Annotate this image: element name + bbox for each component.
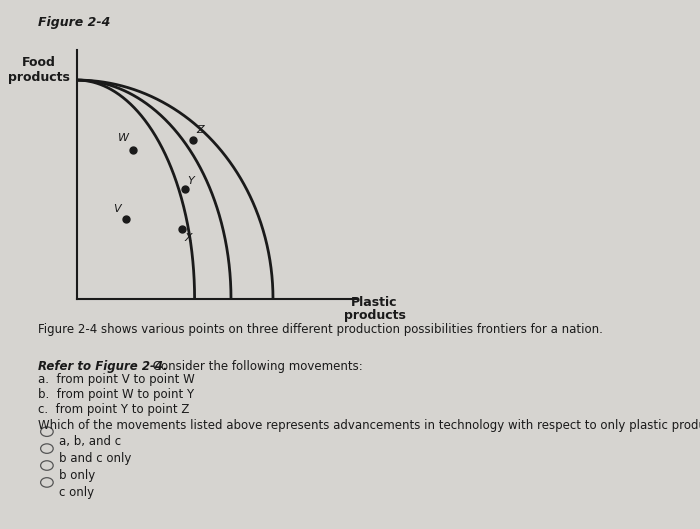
Text: Which of the movements listed above represents advancements in technology with r: Which of the movements listed above repr… — [38, 419, 700, 432]
Text: a, b, and c: a, b, and c — [60, 435, 122, 448]
Text: Z: Z — [197, 125, 204, 135]
Text: a.  from point V to point W: a. from point V to point W — [38, 373, 195, 386]
Text: Figure 2-4 shows various points on three different production possibilities fron: Figure 2-4 shows various points on three… — [38, 323, 603, 336]
Text: Figure 2-4: Figure 2-4 — [38, 16, 111, 29]
Text: b.  from point W to point Y: b. from point W to point Y — [38, 388, 195, 401]
Text: Food
products: Food products — [8, 56, 69, 84]
Text: X: X — [185, 233, 193, 243]
Text: Refer to Figure 2-4.: Refer to Figure 2-4. — [38, 360, 168, 373]
Text: Plastic: Plastic — [351, 296, 398, 309]
Text: Consider the following movements:: Consider the following movements: — [149, 360, 363, 373]
Text: products: products — [344, 309, 405, 322]
Text: c.  from point Y to point Z: c. from point Y to point Z — [38, 403, 190, 416]
Text: Y: Y — [188, 176, 195, 186]
Text: b and c only: b and c only — [60, 452, 132, 465]
Text: V: V — [113, 204, 121, 214]
Text: c only: c only — [60, 486, 94, 499]
Text: W: W — [118, 133, 129, 143]
Text: b only: b only — [60, 469, 96, 482]
